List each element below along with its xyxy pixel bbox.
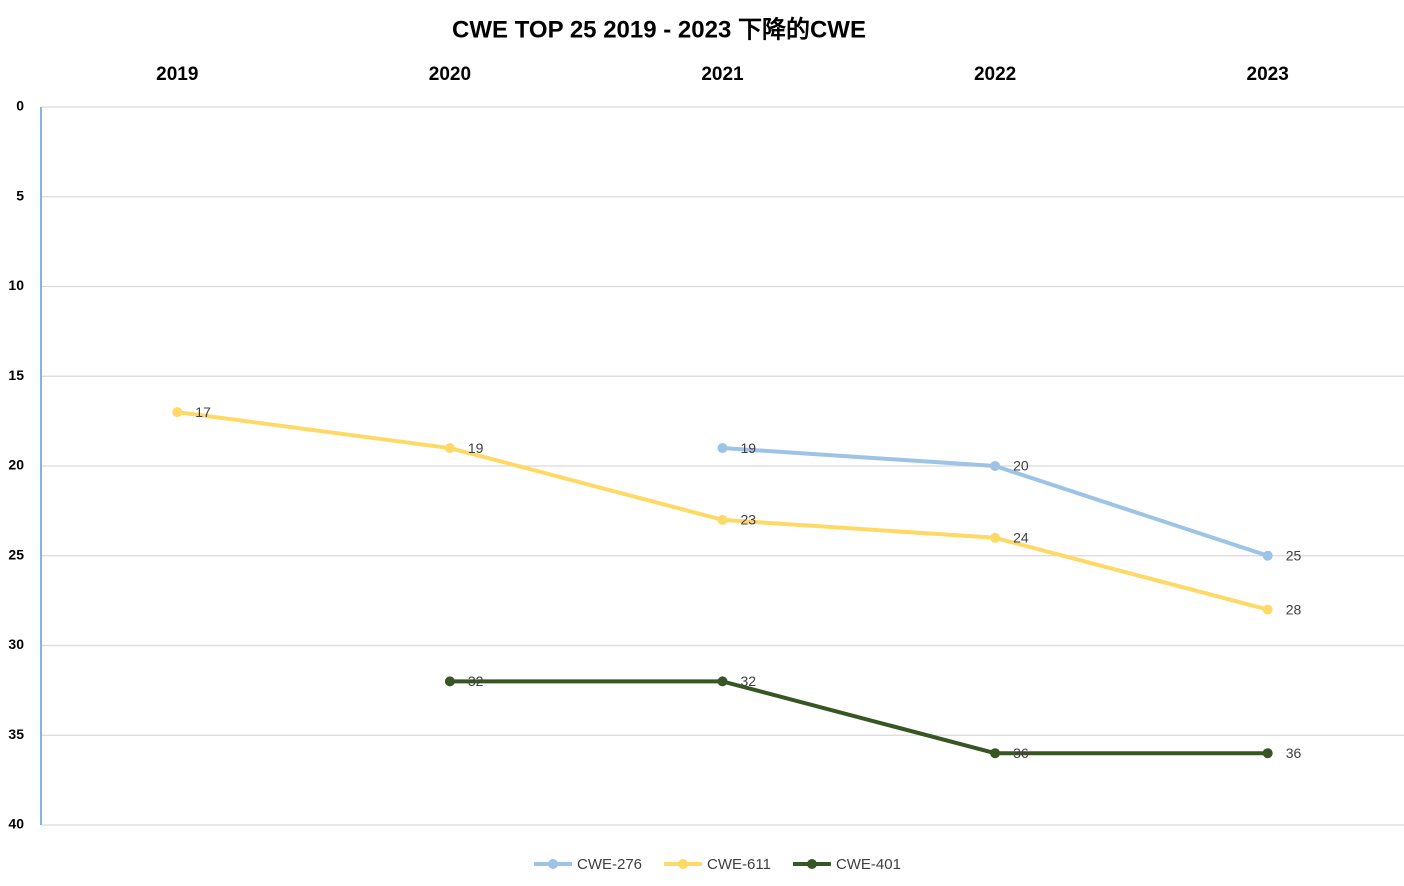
legend-label: CWE-611: [707, 856, 771, 873]
x-tick-label: 2020: [429, 64, 471, 85]
data-label: 20: [1013, 458, 1029, 474]
data-point: [990, 461, 1001, 471]
y-tick-label: 40: [8, 816, 24, 832]
data-point: [444, 443, 455, 454]
x-tick-label: 2021: [701, 64, 744, 85]
data-label: 32: [741, 673, 757, 689]
data-point: [444, 676, 455, 687]
legend-marker: [678, 859, 689, 869]
data-point: [717, 514, 728, 525]
data-point: [172, 407, 183, 418]
data-point: [1262, 604, 1273, 615]
series-line: [177, 410, 1269, 612]
data-point: [1262, 748, 1273, 759]
y-tick-label: 25: [8, 546, 24, 562]
data-label: 23: [741, 512, 757, 528]
y-tick-label: 10: [8, 277, 24, 293]
chart-title: CWE TOP 25 2019 - 2023 下降的CWE: [452, 15, 866, 43]
data-point: [717, 443, 728, 454]
legend-label: CWE-401: [836, 856, 901, 873]
data-label: 32: [468, 673, 484, 689]
data-point: [990, 532, 1001, 543]
y-tick-label: 5: [16, 187, 24, 203]
data-label: 19: [741, 440, 757, 456]
data-label: 25: [1286, 547, 1302, 563]
data-point: [717, 676, 728, 687]
series-line: [449, 679, 1268, 756]
data-point: [990, 748, 1001, 759]
y-tick-label: 0: [16, 98, 24, 114]
legend-marker: [806, 859, 817, 869]
data-label: 19: [468, 440, 484, 456]
x-tick-label: 2022: [974, 64, 1016, 85]
data-label: 17: [195, 404, 211, 420]
x-tick-label: 2019: [156, 64, 198, 85]
y-tick-label: 35: [8, 726, 24, 742]
y-tick-label: 30: [8, 636, 24, 652]
data-label: 36: [1286, 745, 1302, 761]
legend-label: CWE-276: [577, 856, 642, 873]
data-label: 28: [1286, 601, 1302, 617]
data-label: 24: [1013, 530, 1029, 546]
data-point: [1262, 550, 1273, 561]
data-label: 36: [1013, 745, 1029, 761]
legend-marker: [548, 859, 558, 869]
x-tick-label: 2023: [1247, 64, 1289, 85]
y-tick-label: 20: [8, 457, 24, 473]
y-tick-label: 15: [8, 367, 24, 383]
